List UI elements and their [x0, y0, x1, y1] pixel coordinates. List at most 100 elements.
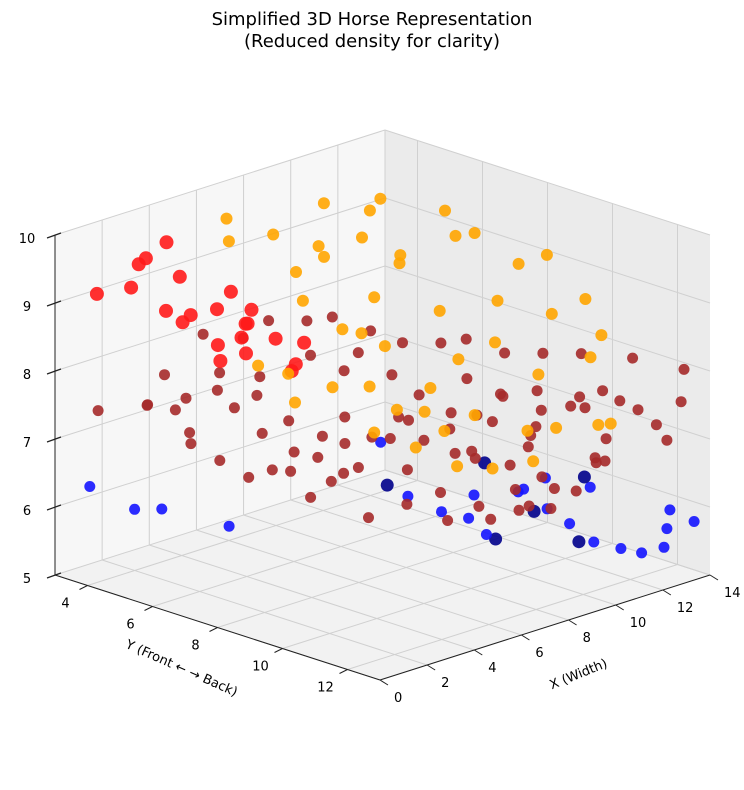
z-tick-mark — [46, 572, 62, 579]
data-point-series-2 — [301, 315, 313, 327]
data-point-series-4 — [577, 470, 591, 484]
data-point-series-2 — [363, 512, 374, 524]
data-point-series-0 — [244, 302, 259, 317]
x-tick-mark — [568, 619, 577, 626]
data-point-series-1 — [312, 240, 325, 253]
data-point-series-3 — [223, 520, 235, 532]
grid-line-z-back — [384, 401, 711, 508]
data-point-series-1 — [378, 340, 391, 353]
data-point-series-2 — [251, 389, 263, 401]
z-tick-mark — [46, 300, 62, 307]
x-tick-label: 0 — [394, 691, 402, 706]
data-point-series-3 — [463, 512, 475, 524]
y-tick-mark — [274, 648, 283, 653]
data-point-series-2 — [513, 504, 525, 516]
y-tick-label: 10 — [252, 660, 269, 675]
data-point-series-2 — [445, 407, 457, 419]
data-point-series-2 — [675, 396, 687, 408]
data-point-series-1 — [451, 460, 464, 473]
data-points — [84, 192, 700, 559]
y-tick-mark — [144, 606, 153, 611]
x-tick-label: 2 — [441, 676, 449, 691]
data-point-series-2 — [449, 447, 461, 459]
data-point-series-2 — [435, 337, 447, 349]
data-point-series-0 — [239, 346, 253, 361]
data-point-series-1 — [468, 409, 481, 422]
grid-line-y-floor — [152, 501, 483, 607]
x-tick-label: 6 — [535, 646, 543, 661]
data-point-series-3 — [664, 504, 676, 516]
axis-panes — [55, 130, 710, 680]
data-point-series-2 — [614, 395, 626, 407]
y-tick-mark — [339, 669, 348, 674]
data-point-series-3 — [661, 523, 673, 535]
data-point-series-3 — [584, 481, 596, 493]
data-point-series-4 — [489, 532, 503, 546]
z-tick-label: 10 — [19, 232, 36, 247]
data-point-series-2 — [211, 384, 223, 396]
data-point-series-2 — [509, 484, 521, 495]
data-point-series-1 — [532, 368, 545, 381]
data-point-series-1 — [363, 204, 376, 217]
data-point-series-2 — [305, 491, 317, 503]
y-tick-label: 12 — [317, 681, 334, 696]
data-point-series-1 — [491, 294, 504, 307]
chart-title: Simplified 3D Horse Representation — [212, 9, 533, 30]
data-point-series-2 — [497, 390, 509, 402]
grid-line-z-left — [54, 401, 386, 508]
data-point-series-1 — [409, 441, 422, 454]
y-tick-mark — [79, 585, 88, 590]
data-point-series-1 — [449, 229, 462, 242]
data-point-series-2 — [263, 315, 275, 327]
grid-line-z-back — [384, 265, 711, 372]
data-point-series-2 — [365, 325, 377, 337]
data-point-series-3 — [84, 481, 96, 492]
grid-line-z-back — [384, 129, 711, 236]
x-axis-line — [379, 574, 711, 681]
data-point-series-2 — [522, 441, 534, 453]
data-point-series-1 — [390, 403, 403, 416]
data-point-series-1 — [595, 329, 608, 342]
data-point-series-1 — [355, 327, 368, 340]
x-tick-label: 8 — [583, 631, 591, 646]
data-point-series-2 — [185, 438, 197, 450]
data-point-series-1 — [374, 192, 387, 205]
data-point-series-2 — [486, 416, 498, 428]
data-point-series-1 — [252, 359, 265, 372]
data-point-series-2 — [579, 402, 591, 414]
data-point-series-1 — [584, 351, 597, 364]
data-point-series-0 — [297, 335, 312, 350]
data-point-series-2 — [214, 367, 226, 379]
data-point-series-1 — [282, 367, 295, 380]
tick-labels: 0 2 4 6 8 10 12 14 4 6 8 10 12 5 6 7 8 9 10 — [19, 232, 741, 706]
data-point-series-0 — [172, 269, 187, 284]
data-point-series-2 — [397, 337, 408, 349]
data-point-series-1 — [452, 353, 465, 366]
data-point-series-2 — [403, 414, 414, 426]
data-point-series-2 — [597, 385, 609, 397]
z-tick-label: 7 — [23, 436, 31, 451]
data-point-series-2 — [661, 434, 673, 446]
data-point-series-0 — [210, 302, 224, 317]
data-point-series-2 — [256, 427, 268, 439]
data-point-series-2 — [288, 446, 300, 458]
x-tick-label: 12 — [677, 601, 694, 616]
data-point-series-1 — [317, 197, 330, 210]
grid-line-z-left — [54, 265, 386, 372]
data-point-series-3 — [518, 483, 530, 495]
data-point-series-2 — [632, 404, 644, 416]
data-point-series-2 — [461, 373, 473, 385]
data-point-series-3 — [564, 518, 576, 530]
data-point-series-2 — [92, 405, 104, 417]
data-point-series-3 — [636, 547, 648, 559]
data-point-series-1 — [418, 405, 431, 418]
data-point-series-2 — [254, 371, 266, 383]
x-tick-mark — [521, 634, 530, 641]
data-point-series-3 — [129, 503, 141, 515]
data-point-series-2 — [159, 369, 170, 381]
data-point-series-1 — [336, 323, 349, 336]
data-point-series-2 — [266, 464, 278, 476]
data-point-series-2 — [600, 433, 612, 445]
data-point-series-1 — [368, 426, 381, 439]
